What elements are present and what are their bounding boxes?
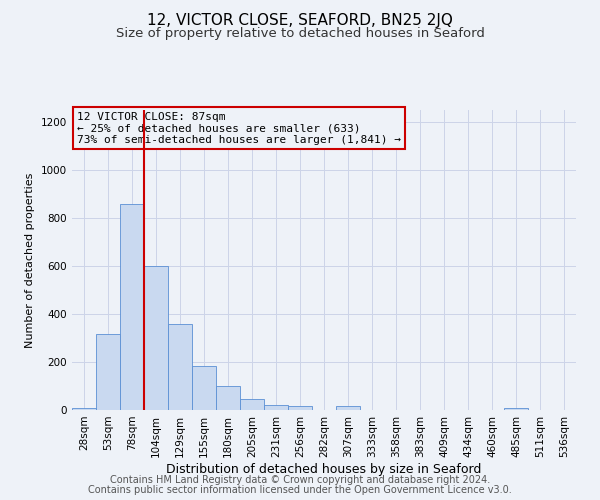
Bar [264, 405, 288, 410]
Text: Contains public sector information licensed under the Open Government Licence v3: Contains public sector information licen… [88, 485, 512, 495]
Bar [504, 408, 528, 410]
X-axis label: Distribution of detached houses by size in Seaford: Distribution of detached houses by size … [166, 462, 482, 475]
Text: Size of property relative to detached houses in Seaford: Size of property relative to detached ho… [116, 28, 484, 40]
Text: Contains HM Land Registry data © Crown copyright and database right 2024.: Contains HM Land Registry data © Crown c… [110, 475, 490, 485]
Text: 12 VICTOR CLOSE: 87sqm
← 25% of detached houses are smaller (633)
73% of semi-de: 12 VICTOR CLOSE: 87sqm ← 25% of detached… [77, 112, 401, 144]
Bar [72, 408, 96, 410]
Text: 12, VICTOR CLOSE, SEAFORD, BN25 2JQ: 12, VICTOR CLOSE, SEAFORD, BN25 2JQ [147, 12, 453, 28]
Bar [240, 398, 264, 410]
Bar [120, 204, 144, 410]
Bar [288, 406, 312, 410]
Y-axis label: Number of detached properties: Number of detached properties [25, 172, 35, 348]
Bar [192, 366, 216, 410]
Bar [144, 266, 168, 410]
Bar [168, 324, 192, 410]
Bar [96, 334, 120, 410]
Bar [216, 386, 240, 410]
Bar [336, 406, 360, 410]
